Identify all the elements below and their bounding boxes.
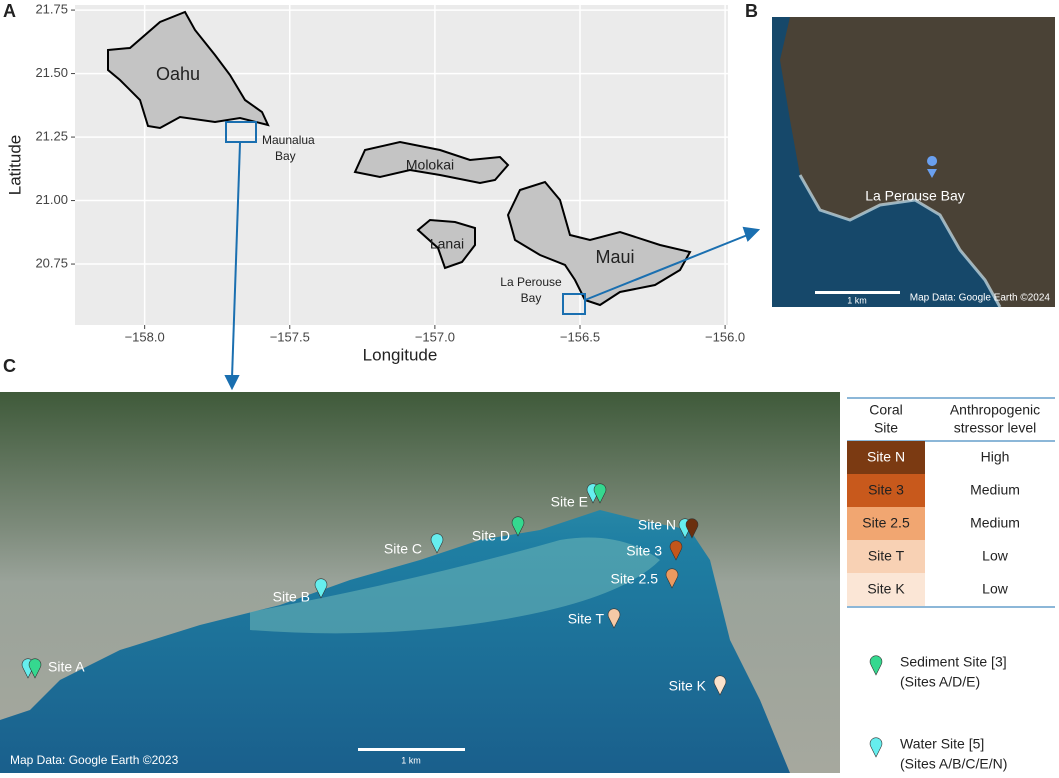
site-label: Site B [273,589,310,605]
panel-label: C [3,356,16,376]
table-cell-text: Site 2.5 [862,515,910,531]
table-cell-text: Site N [867,449,905,465]
table-cell [847,573,925,606]
site-pin-b [927,156,938,178]
table-cell-text: Medium [970,482,1020,498]
table-cell [847,540,925,573]
site-label: Site C [384,541,422,557]
maunalua-box [225,121,257,143]
table-cell-text: Site K [867,581,905,597]
legend-title: Sediment Site [3] [900,654,1007,670]
table-cell [847,507,925,540]
arrow [231,142,241,379]
site-pin [28,658,42,679]
x-tick-label: −156.5 [560,329,600,344]
legend: Sediment Site [3] (Sites A/D/E) Water Site… [869,654,1007,772]
y-tick-label: 21.75 [35,2,68,17]
site-pin [430,533,444,554]
box-label: La Perouse [500,275,562,289]
legend-pin [869,737,883,758]
island-label: Maui [595,247,634,267]
legend-title: Water Site [5] [900,736,984,752]
x-tick-label: −157.0 [415,329,455,344]
site-pin [665,568,679,589]
table-cell [847,441,925,474]
x-tick-label: −158.0 [125,329,165,344]
island-label: Lanai [430,236,464,252]
land-b [780,17,1055,307]
site-pin [713,675,727,696]
box-label: Maunalua [262,133,315,147]
site-label: Site K [669,678,707,694]
scale-bar [358,748,465,751]
site-label: Site D [472,528,510,544]
panel-label: A [3,1,16,21]
table-header: Coral [869,402,902,418]
land-c [0,392,840,773]
credit: Map Data: Google Earth ©2023 [10,753,179,767]
reef-c [250,537,660,634]
y-tick-label: 21.00 [35,192,68,207]
table-header: Anthropogenic [950,402,1040,418]
site-pin [511,516,525,537]
arrows [224,142,761,391]
lanai-shape [416,218,476,270]
table-header: stressor level [954,420,1036,436]
site-label-b: La Perouse Bay [865,188,965,204]
box-label: Bay [521,291,542,305]
site-pin [669,540,683,561]
scale-bar [815,291,900,294]
panel-label: B [745,1,758,21]
table-cell-text: Low [982,581,1009,597]
site-label: Site E [551,494,588,510]
table-cell [847,474,925,507]
site-label: Site N [638,517,676,533]
arrow [584,233,751,301]
legend-pin [869,655,883,676]
arrow-head [742,226,761,242]
island-label: Oahu [156,64,200,84]
site-label: Site A [48,659,85,675]
x-tick-label: −157.5 [270,329,310,344]
site-label: Site T [568,611,605,627]
legend-sub: (Sites A/B/C/E/N) [900,756,1007,772]
table-cell-text: Site T [868,548,905,564]
table-cell-text: Medium [970,515,1020,531]
table-cell-text: Low [982,548,1009,564]
la-perouse-box [562,293,586,315]
y-tick-label: 21.50 [35,65,68,80]
site-pin [593,483,607,504]
island-label: Molokai [406,157,454,173]
maui-shape [506,180,692,307]
table-cell-text: High [981,449,1010,465]
site-pin [685,518,699,539]
table-cell-text: Site 3 [868,482,904,498]
oahu-shape [107,10,270,130]
x-tick-label: −156.0 [705,329,745,344]
x-axis-label: Longitude [363,345,438,364]
surf-b [798,174,1002,308]
scale-label: 1 km [401,755,421,765]
legend-sub: (Sites A/D/E) [900,674,980,690]
sites: Site A Site B Site C Site D Site E Site N Site… [21,483,727,696]
y-axis-label: Latitude [5,135,24,196]
site-label: Site 2.5 [611,571,659,587]
scale-label: 1 km [847,295,867,305]
molokai-shape [353,140,510,185]
islands [107,10,692,307]
site-pin [607,608,621,629]
y-tick-label: 20.75 [35,255,68,270]
table-header: Site [874,420,898,436]
y-tick-label: 21.25 [35,129,68,144]
box-label: Bay [275,149,296,163]
arrow-head [224,375,240,391]
credit: Map Data: Google Earth ©2024 [910,293,1051,304]
site-label: Site 3 [626,543,662,559]
site-pin [314,578,328,599]
table: Coral Site Anthropogenic stressor level Site… [847,397,1055,608]
